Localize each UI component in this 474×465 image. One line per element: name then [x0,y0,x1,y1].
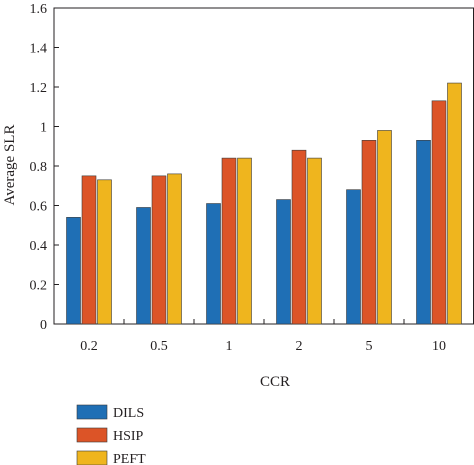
x-tick-label: 2 [296,339,303,354]
bar-hsip-1 [221,157,237,325]
bar-hsip-5 [361,140,377,325]
bar-peft-1 [237,157,252,325]
y-axis-label: Average SLR [2,125,18,206]
y-tick-label: 0 [40,318,47,333]
y-axis: 0 0.2 0.4 0.6 0.8 1 1.2 1.4 1.6 [30,2,59,333]
bar-peft-2 [307,157,322,325]
y-tick-label: 1.6 [30,2,48,17]
y-tick-label: 0.4 [30,239,48,254]
y-tick-label: 0.6 [30,200,48,215]
legend: DILS HSIP PEFT [76,404,146,465]
legend-swatch [76,427,108,443]
bar-hsip-0.2 [81,175,97,325]
bar-dils-5 [346,189,361,325]
x-tick-label: 5 [366,339,373,354]
bar-hsip-0.5 [151,175,167,325]
bar-peft-5 [377,130,392,325]
bar-dils-1 [206,203,221,325]
legend-swatch [76,450,108,465]
plot-area [53,7,474,325]
legend-item-peft: PEFT [76,450,146,465]
bar-hsip-2 [291,149,307,325]
y-tick-label: 1.4 [30,42,48,57]
bar-dils-2 [276,199,291,325]
legend-label: DILS [113,406,144,421]
x-axis-label: CCR [260,374,290,390]
x-tick-label: 1 [226,339,233,354]
x-tick-label: 0.5 [150,339,168,354]
bar-dils-0.2 [66,217,81,325]
bar-dils-0.5 [136,207,151,325]
bars-group [66,82,462,325]
legend-item-hsip: HSIP [76,427,144,444]
y-tick-label: 1.2 [30,81,48,96]
bar-peft-0.2 [97,179,112,325]
x-tick-label: 0.2 [80,339,98,354]
plot-frame [53,7,474,325]
y-tick-label: 0.8 [30,160,48,175]
legend-swatch [76,404,108,420]
bar-peft-10 [447,82,462,325]
legend-label: PEFT [113,452,146,465]
y-tick-label: 0.2 [30,279,48,294]
x-axis: 0.2 0.5 1 2 5 10 [80,319,446,354]
y-tick-label: 1 [40,121,47,136]
bar-peft-0.5 [167,173,182,325]
bar-hsip-10 [431,100,447,325]
legend-item-dils: DILS [76,404,144,421]
legend-label: HSIP [113,429,144,444]
x-tick-label: 10 [432,339,446,354]
bar-dils-10 [416,140,431,325]
